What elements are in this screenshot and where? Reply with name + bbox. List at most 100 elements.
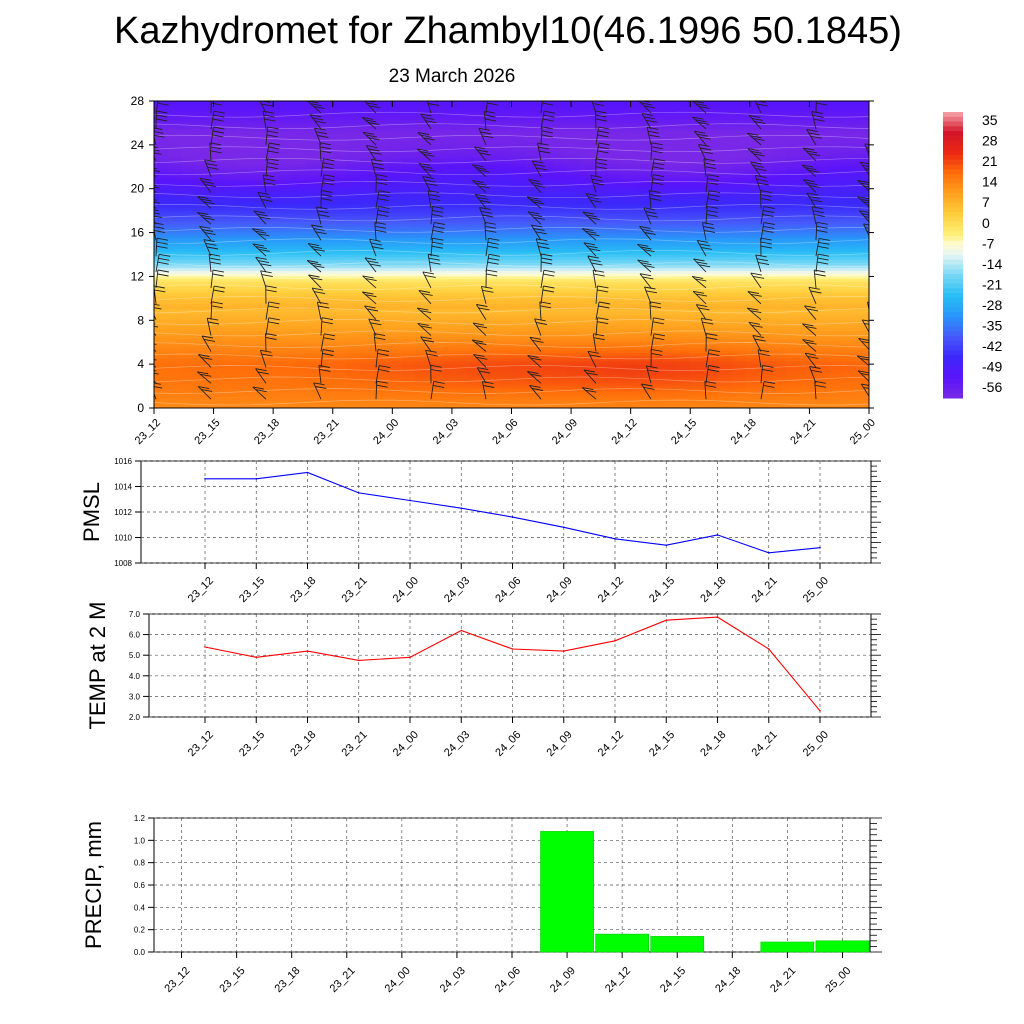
heatmap-cell [195,210,210,214]
heatmap-cell [456,120,471,124]
heatmap-cell [662,383,678,387]
heatmap-cell [387,259,403,264]
heatmap-cell [154,144,169,149]
heatmap-cell [511,325,526,330]
heatmap-cell [759,111,774,116]
heatmap-cell [580,386,595,390]
heatmap-cell [607,175,623,179]
heatmap-cell [319,229,334,234]
heatmap-cell [209,210,224,214]
heatmap-cell [181,284,196,288]
heatmap-cell [429,164,444,168]
heatmap-cell [525,317,540,321]
heatmap-cell [607,199,623,204]
heatmap-cell [539,265,554,269]
heatmap-cell [525,298,540,302]
heatmap-cell [209,194,224,198]
heatmap-cell [511,249,526,253]
heatmap-cell [676,136,691,140]
heatmap-cell [195,259,210,264]
heatmap-cell [745,188,760,193]
heatmap-cell [374,386,389,390]
heatmap-cell [277,320,293,324]
heatmap-cell [415,194,430,198]
heatmap-cell [236,128,251,132]
heatmap-cell [291,188,306,193]
heatmap-cell [525,325,540,330]
heatmap-cell [154,185,169,190]
heatmap-cell [305,386,320,390]
heatmap-cell [662,344,678,349]
heatmap-cell [154,147,169,151]
heatmap-cell [566,180,581,184]
heatmap-cell [690,320,705,324]
heatmap-cell [429,309,444,313]
heatmap-cell [676,391,691,395]
heatmap-cell [759,279,774,283]
heatmap-cell [222,109,238,113]
heatmap-cell [374,172,389,176]
heatmap-cell [759,155,774,160]
heatmap-cell [745,142,760,146]
heatmap-cell [484,333,499,338]
heatmap-cell [415,191,430,195]
heatmap-cell [594,306,609,310]
heatmap-cell [731,114,746,119]
heatmap-cell [676,243,691,247]
heatmap-cell [154,232,169,236]
heatmap-cell [607,397,623,401]
heatmap-cell [181,161,196,165]
heatmap-cell [704,369,719,373]
heatmap-cell [607,196,623,201]
heatmap-cell [181,240,196,245]
heatmap-cell [209,103,224,108]
heatmap-cell [346,238,361,242]
heatmap-cell [607,142,623,146]
heatmap-cell [181,394,196,398]
heatmap-cell [456,155,471,160]
heatmap-cell [429,175,444,179]
heatmap-cell [662,199,678,204]
heatmap-cell [415,336,430,341]
heatmap-cell [552,183,568,187]
heatmap-cell [387,372,403,376]
heatmap-cell [649,312,664,316]
heatmap-cell [181,131,196,135]
heatmap-cell [181,309,196,313]
heatmap-cell [497,350,513,354]
heatmap-cell [566,196,581,201]
heatmap-cell [511,128,526,132]
heatmap-cell [195,103,210,108]
heatmap-cell [236,257,251,261]
heatmap-cell [552,106,568,110]
heatmap-cell [731,306,746,310]
heatmap-cell [525,169,540,173]
heatmap-cell [525,164,540,168]
heatmap-cell [277,251,293,256]
heatmap-cell [511,298,526,302]
heatmap-cell [456,128,471,132]
heatmap-cell [305,101,320,105]
heatmap-cell [346,366,361,371]
heatmap-cell [649,405,664,408]
heatmap-cell [511,210,526,214]
heatmap-cell [346,320,361,324]
heatmap-cell [456,276,471,280]
heatmap-cell [607,325,623,330]
heatmap-cell [222,331,238,335]
heatmap-cell [195,377,210,382]
heatmap-cell [759,238,774,242]
heatmap-cell [511,287,526,291]
heatmap-cell [277,265,293,269]
heatmap-cell [552,207,568,212]
heatmap-cell [456,139,471,143]
heatmap-cell [415,279,430,283]
heatmap-cell [539,153,554,157]
heatmap-cell [717,227,733,231]
heatmap-cell [539,355,554,360]
heatmap-cell [401,342,416,346]
heatmap-cell [745,251,760,256]
heatmap-cell [690,380,705,384]
heatmap-cell [236,139,251,143]
heatmap-cell [635,232,650,236]
